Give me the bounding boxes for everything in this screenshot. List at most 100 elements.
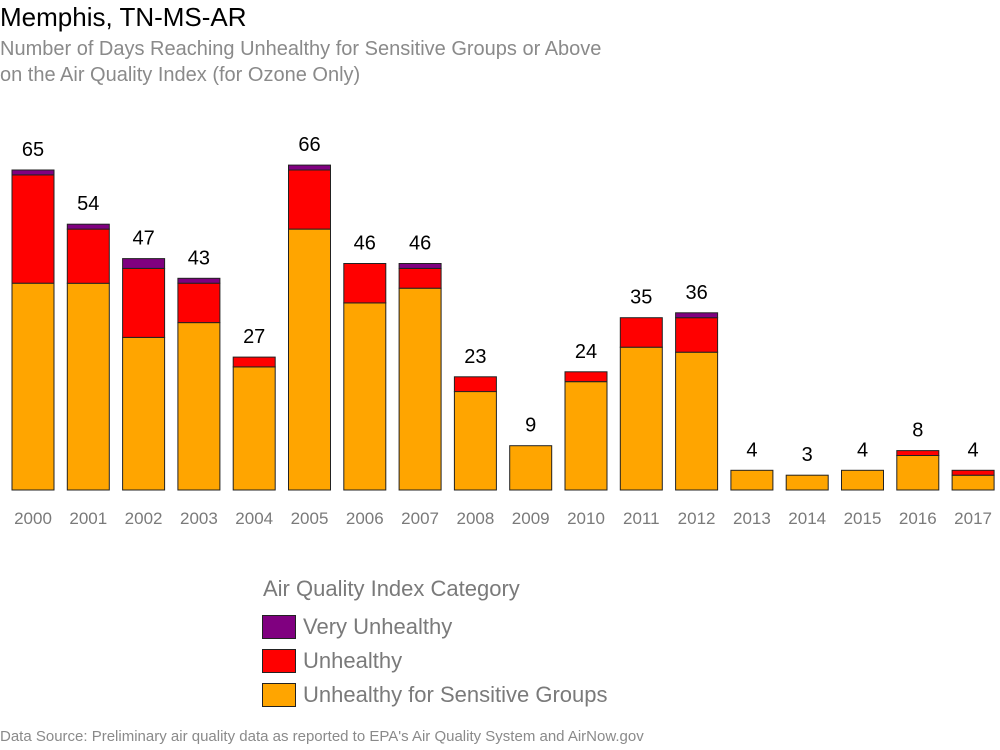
- bar-2010-unhealthy-for-sensitive-groups: [564, 381, 608, 491]
- bar-2003-very-unhealthy: [177, 277, 221, 284]
- legend-label-unhealthy-sensitive: Unhealthy for Sensitive Groups: [303, 682, 608, 707]
- bar-total-label-2006: 46: [354, 233, 376, 255]
- x-tick-label-2003: 2003: [180, 509, 218, 528]
- bar-2009-unhealthy-for-sensitive-groups: [509, 445, 553, 491]
- bar-2008-unhealthy-for-sensitive-groups: [453, 391, 497, 491]
- bar-total-label-2009: 9: [525, 415, 536, 437]
- bar-total-label-2010: 24: [575, 341, 597, 363]
- bar-2006-unhealthy-for-sensitive-groups: [343, 302, 387, 491]
- bar-2003-unhealthy: [177, 282, 221, 324]
- legend: Air Quality Index Category Very Unhealth…: [262, 576, 608, 712]
- bar-group-2017: [951, 469, 995, 491]
- bar-2014-unhealthy-for-sensitive-groups: [785, 474, 829, 491]
- bar-2007-very-unhealthy: [398, 263, 442, 269]
- bar-2010-unhealthy: [564, 371, 608, 383]
- bar-group-2009: [509, 445, 553, 491]
- bar-total-label-2001: 54: [77, 193, 99, 215]
- bar-2001-unhealthy: [66, 228, 110, 284]
- bar-2006-unhealthy: [343, 263, 387, 304]
- subtitle-line-1: Number of Days Reaching Unhealthy for Se…: [0, 38, 602, 60]
- x-tick-label-2008: 2008: [456, 509, 494, 528]
- bar-2004-unhealthy-for-sensitive-groups: [232, 366, 276, 491]
- bar-group-2012: [675, 312, 719, 491]
- x-tick-label-2001: 2001: [69, 509, 107, 528]
- x-tick-label-2015: 2015: [844, 509, 882, 528]
- bar-group-2011: [619, 317, 663, 491]
- bar-2003-unhealthy-for-sensitive-groups: [177, 322, 221, 491]
- bar-2007-unhealthy-for-sensitive-groups: [398, 287, 442, 491]
- x-tick-label-2016: 2016: [899, 509, 937, 528]
- x-tick-label-2013: 2013: [733, 509, 771, 528]
- bar-2000-very-unhealthy: [11, 169, 55, 176]
- bar-total-label-2003: 43: [188, 247, 210, 269]
- bar-2005-unhealthy: [288, 169, 331, 230]
- bar-group-2001: [66, 223, 110, 491]
- legend-swatch-very-unhealthy: [262, 615, 296, 639]
- bar-group-2008: [453, 376, 497, 491]
- bar-2000-unhealthy-for-sensitive-groups: [11, 282, 55, 491]
- bar-2012-very-unhealthy: [675, 312, 719, 319]
- bar-2016-unhealthy: [896, 450, 940, 457]
- bar-group-2016: [896, 450, 940, 491]
- bar-group-2004: [232, 356, 276, 491]
- bar-total-label-2011: 35: [630, 287, 652, 309]
- bar-total-label-2017: 4: [968, 439, 979, 461]
- bar-2008-unhealthy: [453, 376, 497, 393]
- bar-2002-unhealthy: [122, 268, 166, 338]
- legend-swatch-unhealthy: [262, 649, 296, 673]
- bar-group-2005: [288, 164, 331, 491]
- bar-total-label-2016: 8: [912, 420, 923, 442]
- bar-2016-unhealthy-for-sensitive-groups: [896, 455, 940, 491]
- bar-2012-unhealthy: [675, 317, 719, 353]
- bar-group-2002: [122, 258, 166, 491]
- bar-group-2007: [398, 263, 442, 491]
- chart-subtitle: Number of Days Reaching Unhealthy for Se…: [0, 36, 760, 88]
- bar-2017-unhealthy: [951, 469, 995, 476]
- bar-total-label-2000: 65: [22, 139, 44, 161]
- chart-title: Memphis, TN-MS-AR: [0, 2, 247, 32]
- bar-total-label-2013: 4: [746, 439, 757, 461]
- bar-2001-very-unhealthy: [66, 223, 110, 230]
- bar-group-2015: [841, 469, 884, 491]
- bar-2011-unhealthy: [619, 317, 663, 348]
- bar-2011-unhealthy-for-sensitive-groups: [619, 346, 663, 491]
- x-tick-label-2014: 2014: [788, 509, 826, 528]
- bar-2001-unhealthy-for-sensitive-groups: [66, 282, 110, 491]
- x-tick-label-2009: 2009: [512, 509, 550, 528]
- bar-2012-unhealthy-for-sensitive-groups: [675, 351, 719, 491]
- legend-title: Air Quality Index Category: [263, 576, 520, 601]
- bar-2015-unhealthy-for-sensitive-groups: [841, 469, 884, 491]
- bar-total-label-2015: 4: [857, 439, 868, 461]
- bar-2002-very-unhealthy: [122, 258, 166, 269]
- legend-label-very-unhealthy: Very Unhealthy: [303, 614, 453, 639]
- bar-total-label-2002: 47: [132, 228, 154, 250]
- bar-total-label-2005: 66: [298, 134, 320, 156]
- bar-total-label-2008: 23: [464, 346, 486, 368]
- bar-total-label-2004: 27: [243, 326, 265, 348]
- x-tick-label-2002: 2002: [125, 509, 163, 528]
- legend-item-unhealthy: Unhealthy: [262, 644, 608, 678]
- x-tick-label-2006: 2006: [346, 509, 384, 528]
- bar-2013-unhealthy-for-sensitive-groups: [730, 469, 774, 491]
- bar-group-2013: [730, 469, 774, 491]
- bar-2007-unhealthy: [398, 268, 442, 289]
- legend-label-unhealthy: Unhealthy: [303, 648, 403, 673]
- bar-2005-very-unhealthy: [288, 164, 331, 171]
- x-tick-label-2010: 2010: [567, 509, 605, 528]
- bar-2000-unhealthy: [11, 174, 55, 284]
- bar-total-label-2007: 46: [409, 233, 431, 255]
- subtitle-line-2: on the Air Quality Index (for Ozone Only…: [0, 64, 361, 86]
- legend-swatch-unhealthy-sensitive: [262, 683, 296, 707]
- x-tick-label-2000: 2000: [14, 509, 52, 528]
- bar-group-2000: [11, 169, 55, 491]
- x-tick-label-2012: 2012: [678, 509, 716, 528]
- data-source-note: Data Source: Preliminary air quality dat…: [0, 728, 644, 745]
- bar-total-label-2014: 3: [802, 444, 813, 466]
- bar-2004-unhealthy: [232, 356, 276, 368]
- legend-item-very-unhealthy: Very Unhealthy: [262, 610, 608, 644]
- bar-2017-unhealthy-for-sensitive-groups: [951, 474, 995, 491]
- bar-2002-unhealthy-for-sensitive-groups: [122, 336, 166, 491]
- legend-item-unhealthy-sensitive: Unhealthy for Sensitive Groups: [262, 678, 608, 712]
- bar-group-2010: [564, 371, 608, 491]
